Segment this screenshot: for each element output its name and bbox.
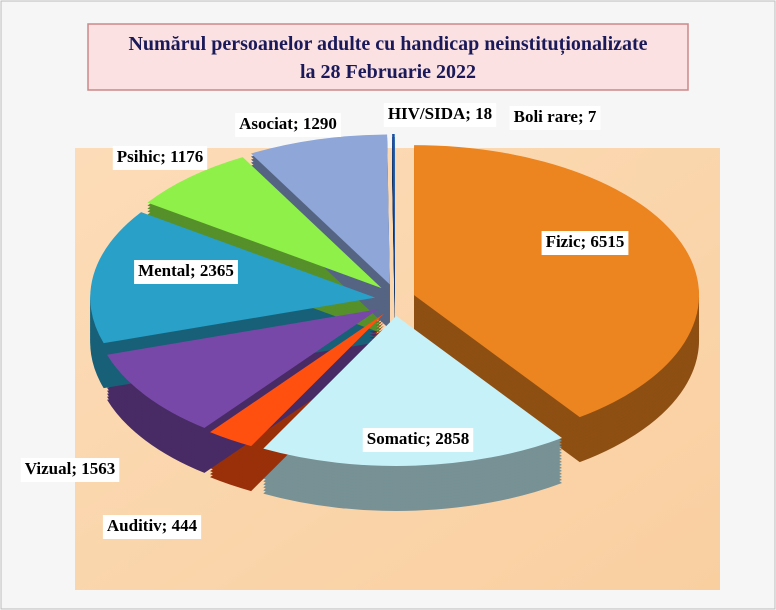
data-label: Vizual; 1563: [25, 459, 116, 478]
slice: [210, 313, 385, 447]
data-label: HIV/SIDA; 18: [388, 104, 492, 123]
label-box: [383, 103, 497, 127]
label-box: [20, 458, 120, 482]
data-label: Somatic; 2858: [367, 429, 469, 448]
data-label: Psihic; 1176: [117, 147, 203, 166]
chart-title: Numărul persoanelor adulte cu handicap n…: [128, 33, 647, 56]
chart-title: la 28 Februarie 2022: [300, 61, 476, 83]
label-box: [134, 260, 238, 284]
slice: [414, 145, 700, 418]
label-box: [235, 113, 341, 137]
data-label: Mental; 2365: [138, 261, 234, 280]
slice: [147, 157, 382, 289]
slice: [263, 315, 563, 466]
label-box: [362, 428, 474, 452]
label-box: [541, 231, 629, 255]
data-label: Fizic; 6515: [546, 232, 625, 251]
data-label: Auditiv; 444: [107, 516, 198, 535]
data-label: Boli rare; 7: [514, 107, 597, 126]
slice: [394, 134, 395, 284]
slice: [392, 134, 395, 285]
title-box: [87, 23, 689, 91]
label-box: [509, 106, 601, 130]
label-box: [102, 515, 202, 539]
data-label: Asociat; 1290: [239, 114, 337, 133]
label-box: [112, 146, 208, 170]
slice: [251, 134, 390, 285]
slice: [107, 309, 379, 428]
